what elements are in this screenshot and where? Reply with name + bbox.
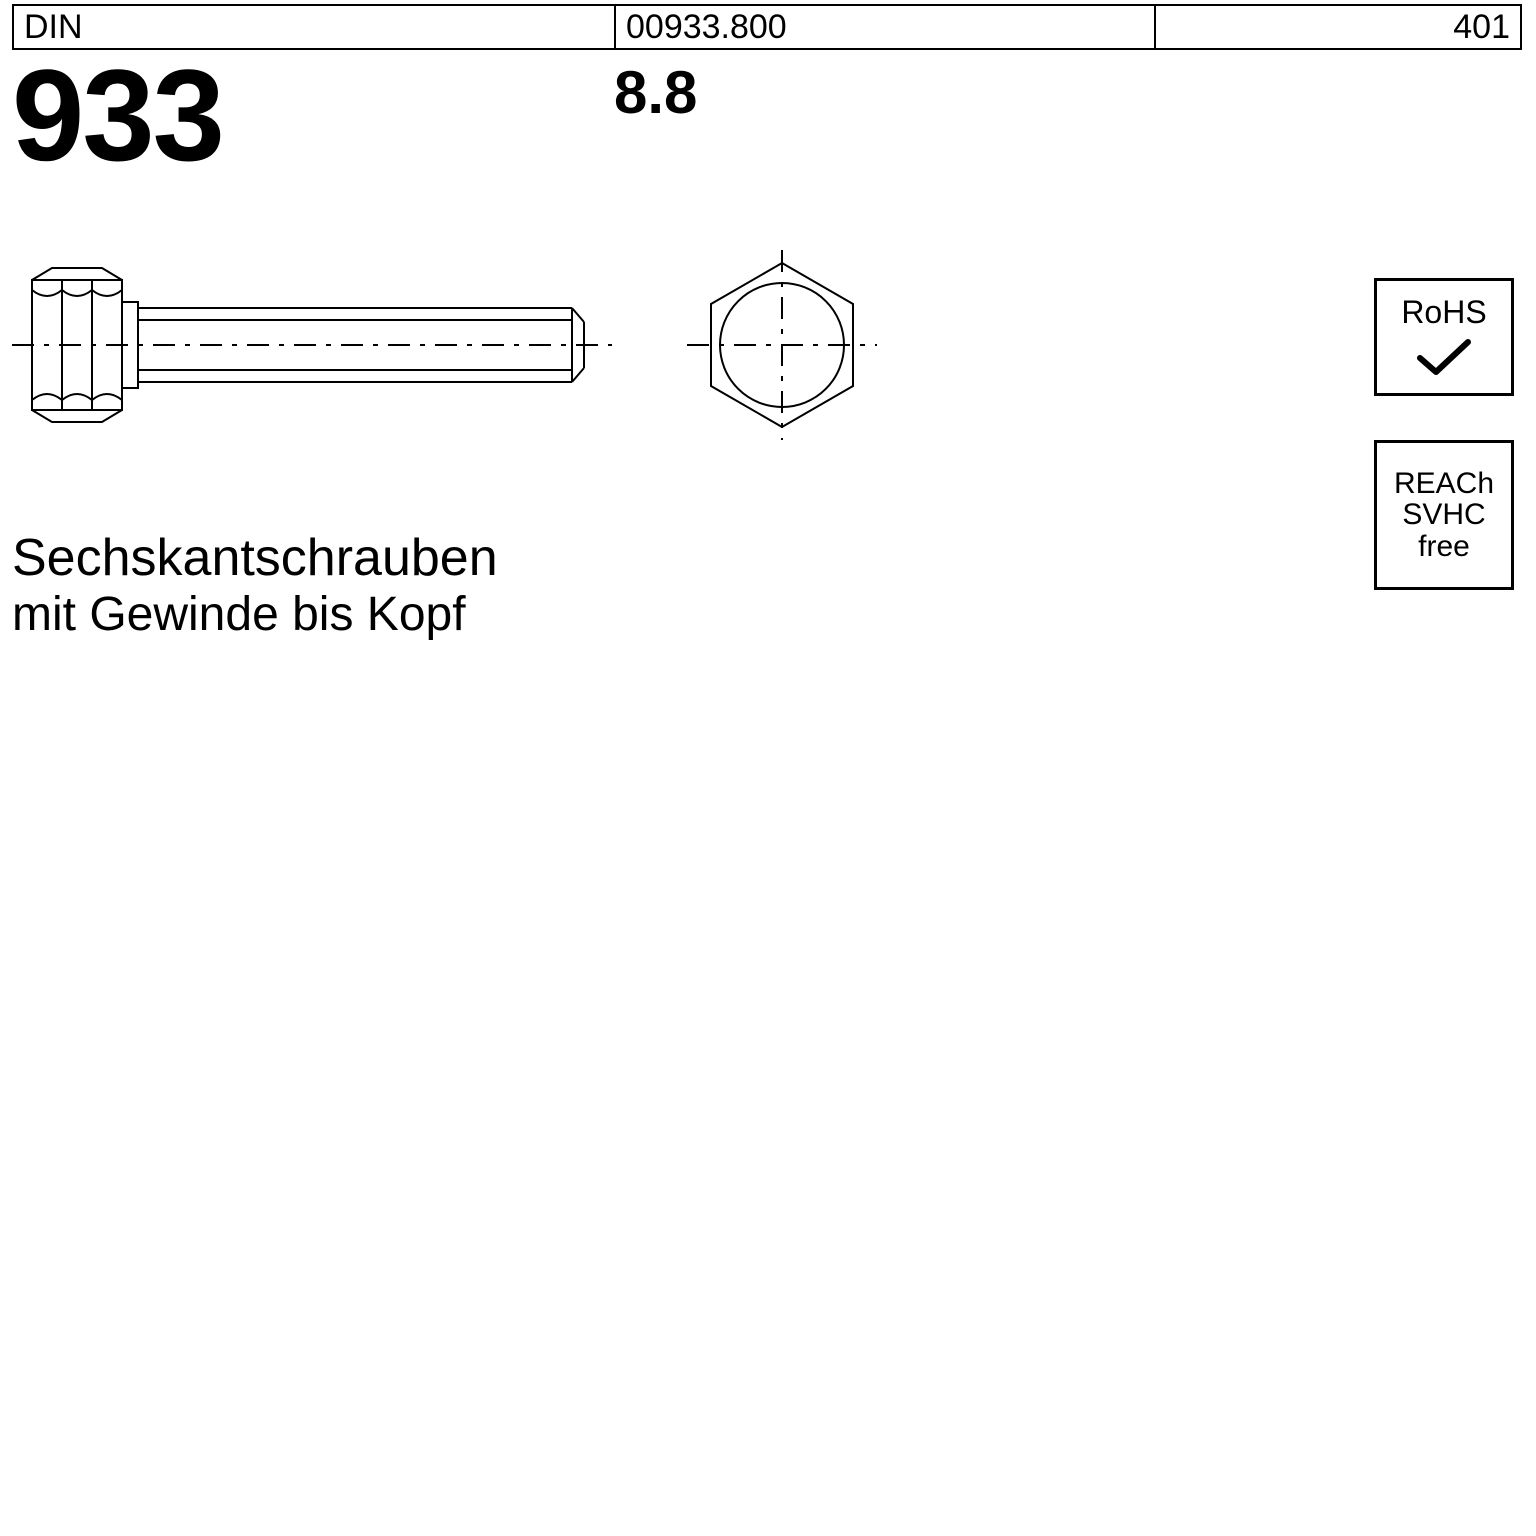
rohs-badge: RoHS [1374, 278, 1514, 396]
header-right-code: 401 [1156, 6, 1520, 48]
description-line2: mit Gewinde bis Kopf [12, 587, 498, 642]
checkmark-icon [1416, 336, 1472, 378]
datasheet-page: DIN 00933.800 401 933 8.8 [0, 0, 1536, 1030]
reach-line2: SVHC [1402, 499, 1485, 531]
rohs-label: RoHS [1401, 296, 1486, 330]
reach-line1: REACh [1394, 468, 1494, 500]
standard-number: 933 [12, 50, 223, 180]
reach-badge: REACh SVHC free [1374, 440, 1514, 590]
reach-line3: free [1418, 531, 1470, 563]
bolt-drawing [12, 250, 912, 440]
strength-grade: 8.8 [614, 58, 697, 127]
description-line1: Sechskantschrauben [12, 530, 498, 587]
description-block: Sechskantschrauben mit Gewinde bis Kopf [12, 530, 498, 642]
header-part-code: 00933.800 [616, 6, 1156, 48]
header-row: DIN 00933.800 401 [12, 4, 1522, 50]
